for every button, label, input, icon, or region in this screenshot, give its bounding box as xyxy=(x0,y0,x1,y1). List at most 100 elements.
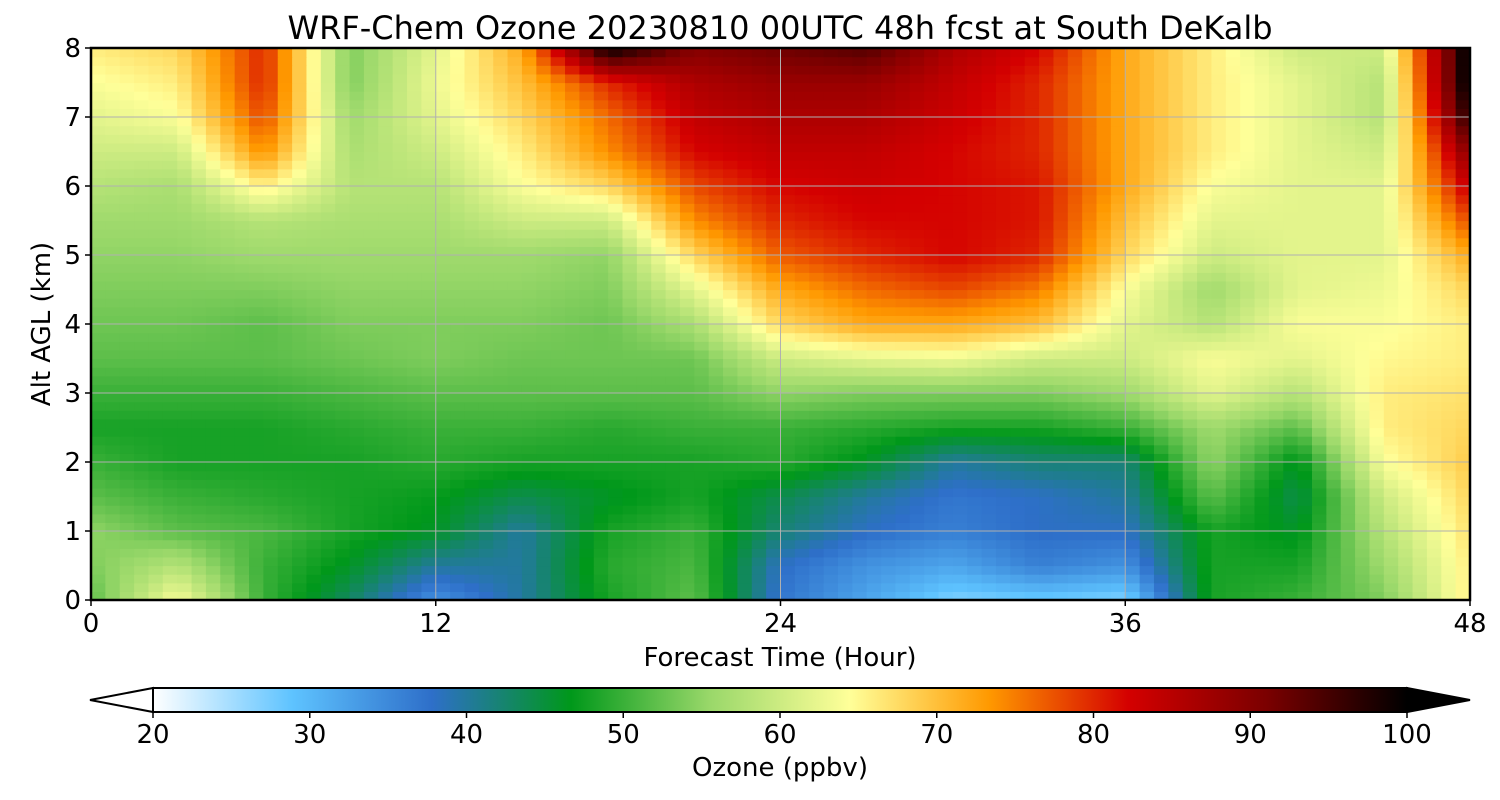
ozone-cell xyxy=(1010,548,1026,558)
ozone-cell xyxy=(536,255,552,265)
ozone-cell xyxy=(392,272,408,282)
ozone-cell xyxy=(191,151,207,161)
ozone-cell xyxy=(1369,384,1385,394)
ozone-cell xyxy=(335,289,351,299)
ozone-cell xyxy=(1254,341,1270,351)
ozone-cell xyxy=(1010,522,1026,532)
ozone-cell xyxy=(1211,168,1227,178)
ozone-cell xyxy=(1067,220,1083,230)
ozone-cell xyxy=(967,539,983,549)
ozone-cell xyxy=(1096,393,1112,403)
ozone-cell xyxy=(1412,168,1428,178)
ozone-cell xyxy=(565,358,580,368)
ozone-cell xyxy=(306,522,322,532)
ozone-cell xyxy=(91,168,106,178)
ozone-cell xyxy=(435,168,451,178)
ozone-cell xyxy=(1067,341,1083,351)
ozone-cell xyxy=(277,384,293,394)
ozone-cell xyxy=(593,298,609,308)
ozone-cell xyxy=(737,220,753,230)
ozone-cell xyxy=(1369,453,1385,463)
ozone-cell xyxy=(708,229,724,239)
ozone-cell xyxy=(1096,375,1112,385)
ozone-cell xyxy=(924,375,940,385)
ozone-cell xyxy=(1268,574,1284,584)
ozone-cell xyxy=(1254,582,1270,592)
ozone-cell xyxy=(809,332,825,342)
ozone-cell xyxy=(263,496,279,506)
ozone-cell xyxy=(723,246,738,256)
ozone-cell xyxy=(1096,522,1112,532)
ozone-cell xyxy=(1039,168,1055,178)
ozone-cell xyxy=(952,263,968,273)
ozone-cell xyxy=(593,272,609,282)
ozone-cell xyxy=(1139,375,1155,385)
ozone-cell xyxy=(593,548,609,558)
ozone-cell xyxy=(421,177,437,187)
ozone-cell xyxy=(450,272,466,282)
ozone-cell xyxy=(636,556,652,567)
ozone-cell xyxy=(981,393,997,403)
ozone-cell xyxy=(507,229,523,239)
ozone-cell xyxy=(91,522,106,532)
ozone-cell xyxy=(478,479,494,489)
ozone-cell xyxy=(579,393,595,403)
ozone-cell xyxy=(478,160,494,170)
ozone-cell xyxy=(392,401,408,411)
ozone-cell xyxy=(105,151,121,161)
ozone-cell xyxy=(837,582,853,592)
ozone-cell xyxy=(119,574,135,584)
ozone-cell xyxy=(1024,177,1040,187)
ozone-cell xyxy=(177,229,193,239)
ozone-cell xyxy=(708,358,724,368)
ozone-cell xyxy=(608,401,624,411)
ozone-cell xyxy=(1268,470,1284,480)
ozone-cell xyxy=(1326,186,1342,196)
ozone-cell xyxy=(823,324,839,334)
ozone-cell xyxy=(608,349,624,360)
ozone-cell xyxy=(1110,168,1126,178)
ozone-cell xyxy=(981,470,997,480)
ozone-cell xyxy=(938,427,954,437)
ozone-cell xyxy=(1125,384,1141,394)
ozone-cell xyxy=(995,186,1011,196)
ozone-cell xyxy=(1225,255,1241,265)
ozone-cell xyxy=(694,229,710,239)
ozone-cell xyxy=(536,246,552,256)
ozone-cell xyxy=(1096,280,1112,291)
ozone-cell xyxy=(1153,220,1169,230)
ozone-cell xyxy=(723,462,738,472)
ozone-cell xyxy=(1182,539,1198,549)
ozone-cell xyxy=(134,237,150,247)
ozone-cell xyxy=(737,410,753,420)
ozone-cell xyxy=(1283,470,1299,480)
ozone-cell xyxy=(1326,194,1342,204)
ozone-cell xyxy=(1355,211,1371,222)
ozone-cell xyxy=(450,401,466,411)
ozone-cell xyxy=(1254,496,1270,506)
ozone-cell xyxy=(1426,160,1442,170)
ozone-cell xyxy=(1067,427,1083,437)
ozone-cell xyxy=(1211,151,1227,161)
ozone-cell xyxy=(1369,203,1385,213)
ozone-contour-field xyxy=(91,48,1471,601)
ozone-cell xyxy=(1383,280,1399,291)
ozone-cell xyxy=(909,591,925,601)
ozone-cell xyxy=(1455,298,1471,308)
ozone-cell xyxy=(349,462,365,472)
ozone-cell xyxy=(521,410,537,420)
ozone-cell xyxy=(852,462,868,472)
ozone-cell xyxy=(1096,237,1112,247)
ozone-cell xyxy=(105,591,121,601)
ozone-cell xyxy=(794,393,810,403)
ozone-cell xyxy=(234,487,250,498)
ozone-cell xyxy=(450,393,466,403)
ozone-cell xyxy=(866,280,882,291)
ozone-cell xyxy=(1240,237,1256,247)
ozone-cell xyxy=(622,168,638,178)
ozone-cell xyxy=(1010,272,1026,282)
ozone-cell xyxy=(823,548,839,558)
ozone-cell xyxy=(378,280,394,291)
ozone-cell xyxy=(1067,177,1083,187)
ozone-cell xyxy=(435,531,451,541)
